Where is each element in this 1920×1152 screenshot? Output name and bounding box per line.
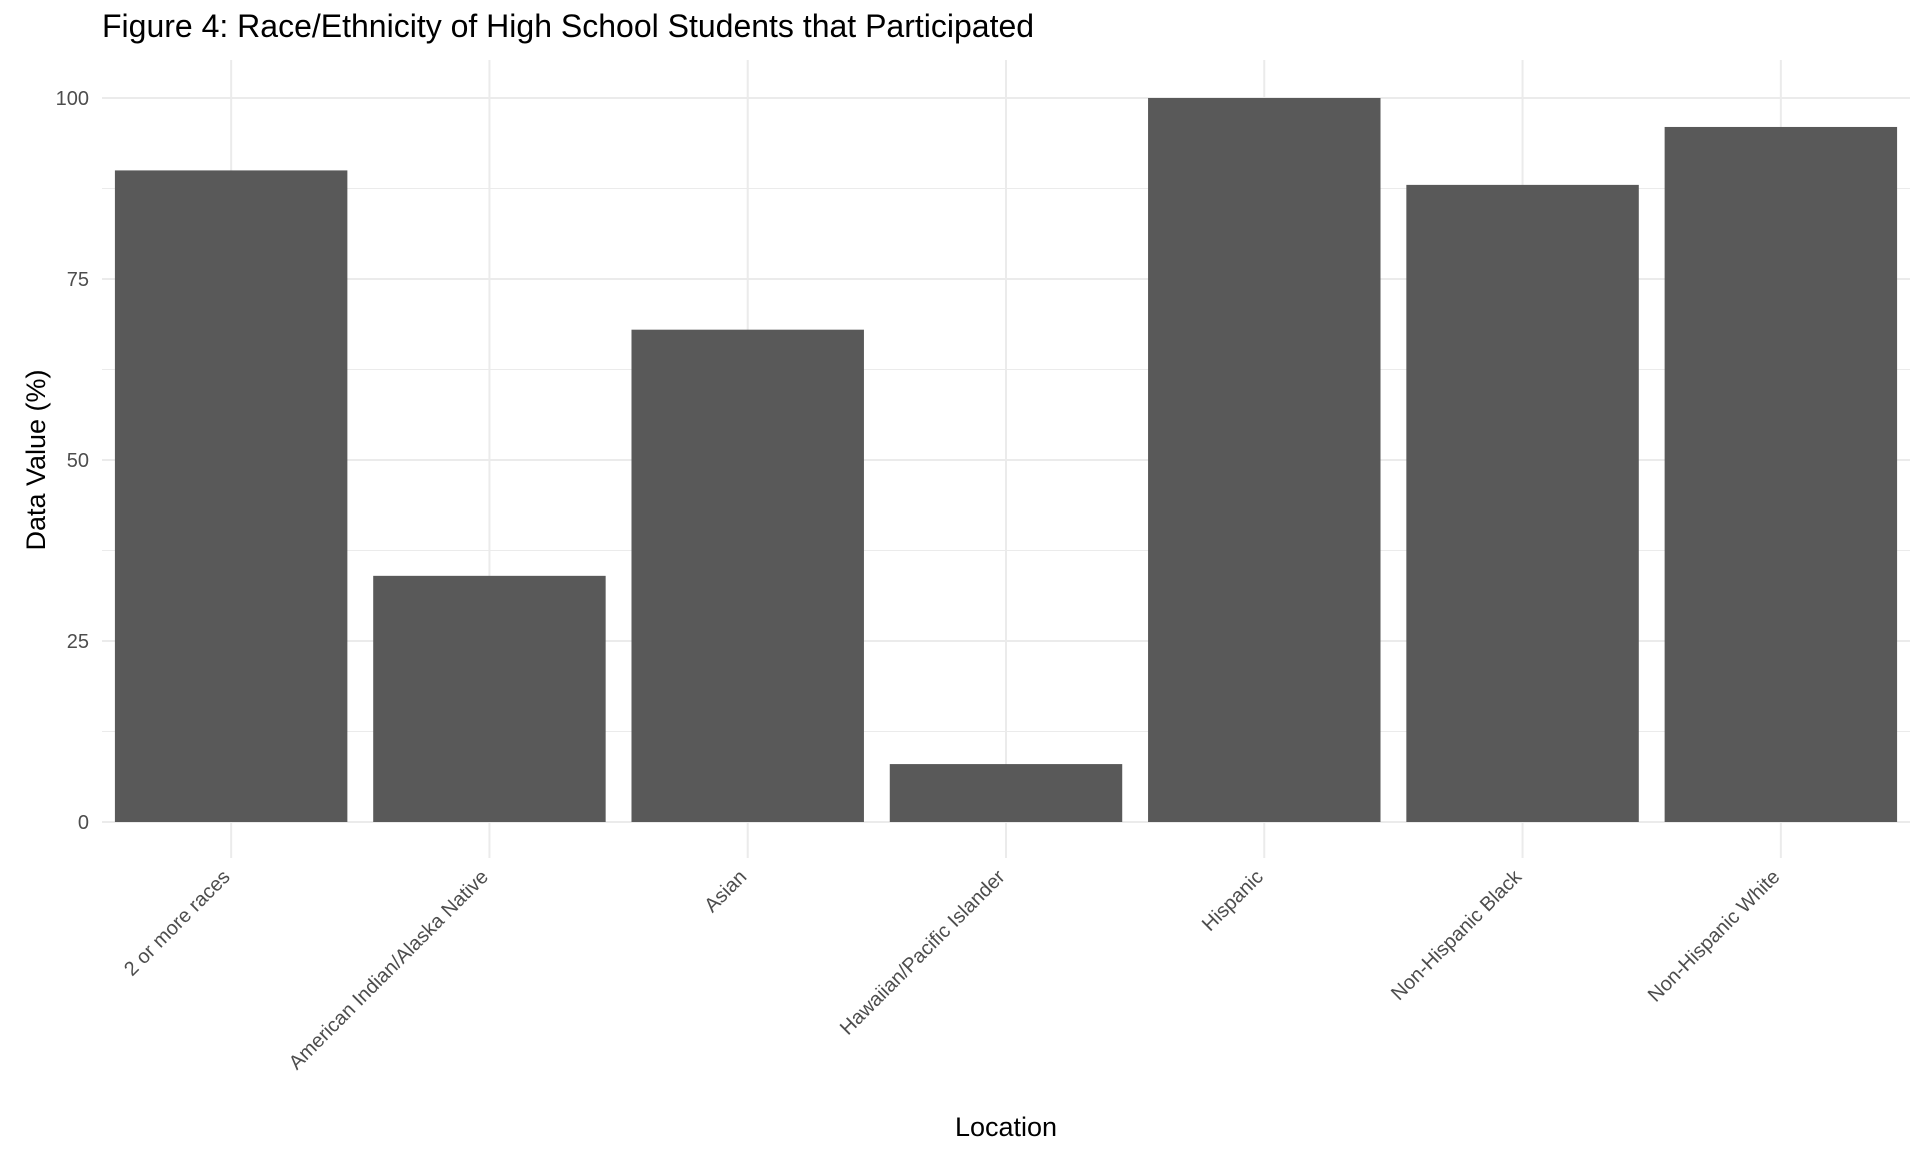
y-tick-label: 0 xyxy=(78,812,89,834)
bar xyxy=(1406,184,1639,822)
y-tick-label: 75 xyxy=(67,269,89,291)
bar xyxy=(373,575,606,822)
bars xyxy=(114,98,1898,822)
x-axis-ticks: 2 or more races American Indian/Alaska Na… xyxy=(120,865,1784,1074)
bar xyxy=(631,329,864,822)
bar xyxy=(1664,126,1898,822)
y-axis-ticks: 0 25 50 75 100 xyxy=(56,88,89,834)
y-axis-title: Data Value (%) xyxy=(21,369,51,550)
y-tick-label: 50 xyxy=(67,450,89,472)
x-tick-label: Asian xyxy=(700,866,751,917)
y-tick-label: 25 xyxy=(67,631,89,653)
x-tick-label: Hawaiian/Pacific Islander xyxy=(836,866,1010,1040)
bar xyxy=(1148,98,1381,822)
x-tick-label: Non-Hispanic White xyxy=(1644,866,1785,1007)
x-tick-label: American Indian/Alaska Native xyxy=(285,866,493,1074)
chart-title: Figure 4: Race/Ethnicity of High School … xyxy=(102,8,1035,44)
x-tick-label: 2 or more races xyxy=(120,866,235,981)
y-tick-label: 100 xyxy=(56,88,89,110)
bar xyxy=(889,764,1123,822)
x-tick-label: Non-Hispanic Black xyxy=(1387,865,1527,1005)
bar xyxy=(114,170,348,822)
x-tick-label: Hispanic xyxy=(1198,866,1268,936)
x-axis-title: Location xyxy=(955,1112,1057,1142)
